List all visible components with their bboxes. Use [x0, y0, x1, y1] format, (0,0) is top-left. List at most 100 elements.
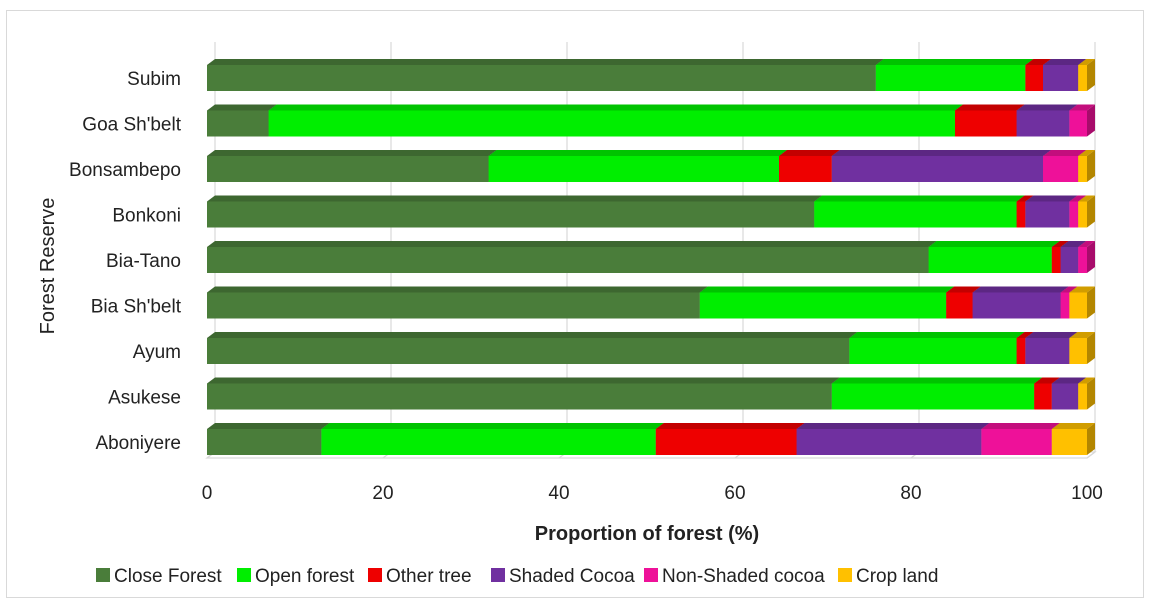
bar-top: [955, 104, 1025, 111]
bar-top: [1069, 195, 1087, 202]
bar-row: [207, 150, 1095, 182]
bar-segment: [1016, 104, 1078, 137]
bar-row: [207, 332, 1095, 364]
bar-front: [796, 429, 982, 455]
bar-front: [655, 429, 797, 455]
legend-swatch: [368, 568, 382, 582]
bar-side: [1087, 104, 1095, 137]
bar-segment: [831, 150, 1051, 182]
legend-swatch: [491, 568, 505, 582]
bar-top: [875, 59, 1034, 65]
bar-row: [207, 423, 1095, 455]
bar-top: [1078, 195, 1095, 202]
bars: [207, 59, 1095, 455]
bar-segment: [207, 332, 858, 364]
bar-front: [207, 338, 850, 364]
bar-top: [1043, 59, 1087, 65]
bar-top: [1051, 423, 1095, 429]
bar-front: [875, 65, 1026, 91]
bar-front: [1078, 65, 1087, 91]
bar-front: [207, 65, 876, 91]
category-label: Bonkoni: [112, 206, 181, 227]
bar-top: [1025, 332, 1078, 338]
legend-item: Other tree: [368, 566, 472, 587]
bar-front: [1060, 247, 1079, 273]
bar-top: [207, 423, 330, 429]
bar-top: [831, 150, 1051, 156]
y-axis-title: Forest Reserve: [37, 198, 59, 335]
category-label: Asukese: [108, 388, 181, 409]
bar-top: [1025, 195, 1078, 202]
bar-front: [207, 383, 832, 410]
bar-front: [1078, 383, 1087, 410]
bar-segment: [1078, 59, 1095, 91]
bar-front: [972, 292, 1061, 319]
bar-top: [972, 286, 1069, 293]
bar-front: [1069, 338, 1087, 364]
category-label: Bia-Tano: [106, 251, 181, 272]
bar-front: [1051, 383, 1079, 410]
bar-top: [207, 286, 708, 293]
category-label: Goa Sh'belt: [82, 115, 181, 136]
legend-item: Crop land: [838, 566, 938, 587]
bar-side: [1087, 150, 1095, 182]
bar-front: [1043, 156, 1079, 182]
bar-top: [207, 332, 858, 338]
bar-top: [1016, 195, 1034, 202]
bar-front: [1069, 110, 1087, 137]
bar-segment: [207, 150, 497, 182]
x-tick-label: 60: [724, 483, 745, 504]
x-tick-label: 0: [202, 483, 213, 504]
x-axis-title: Proportion of forest (%): [535, 523, 759, 545]
legend-item: Non-Shaded cocoa: [644, 566, 825, 587]
category-label: Bonsambepo: [69, 160, 181, 181]
bar-top: [207, 377, 840, 384]
bar-front: [268, 110, 956, 137]
bar-segment: [1051, 423, 1095, 455]
bar-top: [207, 59, 884, 65]
bar-top: [488, 150, 787, 156]
bar-top: [1078, 59, 1095, 65]
bar-front: [1016, 338, 1026, 364]
bar-front: [1034, 383, 1052, 410]
bar-segment: [268, 104, 964, 137]
bar-segment: [779, 150, 840, 182]
legend-swatch: [644, 568, 658, 582]
bar-segment: [699, 286, 955, 319]
bar-segment: [1069, 286, 1095, 319]
bar-top: [1051, 241, 1069, 247]
bar-row: [207, 286, 1095, 319]
bar-segment: [655, 423, 805, 455]
bar-front: [207, 110, 269, 137]
bar-top: [268, 104, 964, 111]
bar-segment: [488, 150, 787, 182]
bar-segment: [972, 286, 1069, 319]
bar-segment: [321, 423, 664, 455]
bar-top: [946, 286, 981, 293]
legend-label: Shaded Cocoa: [509, 566, 635, 587]
bar-front: [831, 383, 1035, 410]
bar-top: [796, 423, 990, 429]
legend-swatch: [237, 568, 251, 582]
bar-segment: [1078, 241, 1095, 273]
bar-top: [1069, 332, 1095, 338]
bar-top: [831, 377, 1043, 384]
bar-top: [207, 104, 277, 111]
legend-label: Close Forest: [114, 566, 222, 587]
bar-segment: [955, 104, 1025, 137]
category-label: Aboniyere: [95, 433, 181, 454]
bar-side: [1087, 195, 1095, 228]
bar-top: [655, 423, 805, 429]
x-tick-label: 20: [372, 483, 393, 504]
legend-item: Close Forest: [96, 566, 222, 587]
bar-front: [1078, 156, 1087, 182]
legend-label: Other tree: [386, 566, 472, 587]
legend: Close Forest Open forest Other tree Shaded …: [96, 566, 938, 587]
bar-top: [1034, 377, 1060, 384]
bar-segment: [849, 332, 1025, 364]
bar-front: [849, 338, 1017, 364]
bar-front: [779, 156, 832, 182]
bar-front: [207, 292, 700, 319]
bar-top: [981, 423, 1060, 429]
bar-front: [1051, 429, 1087, 455]
